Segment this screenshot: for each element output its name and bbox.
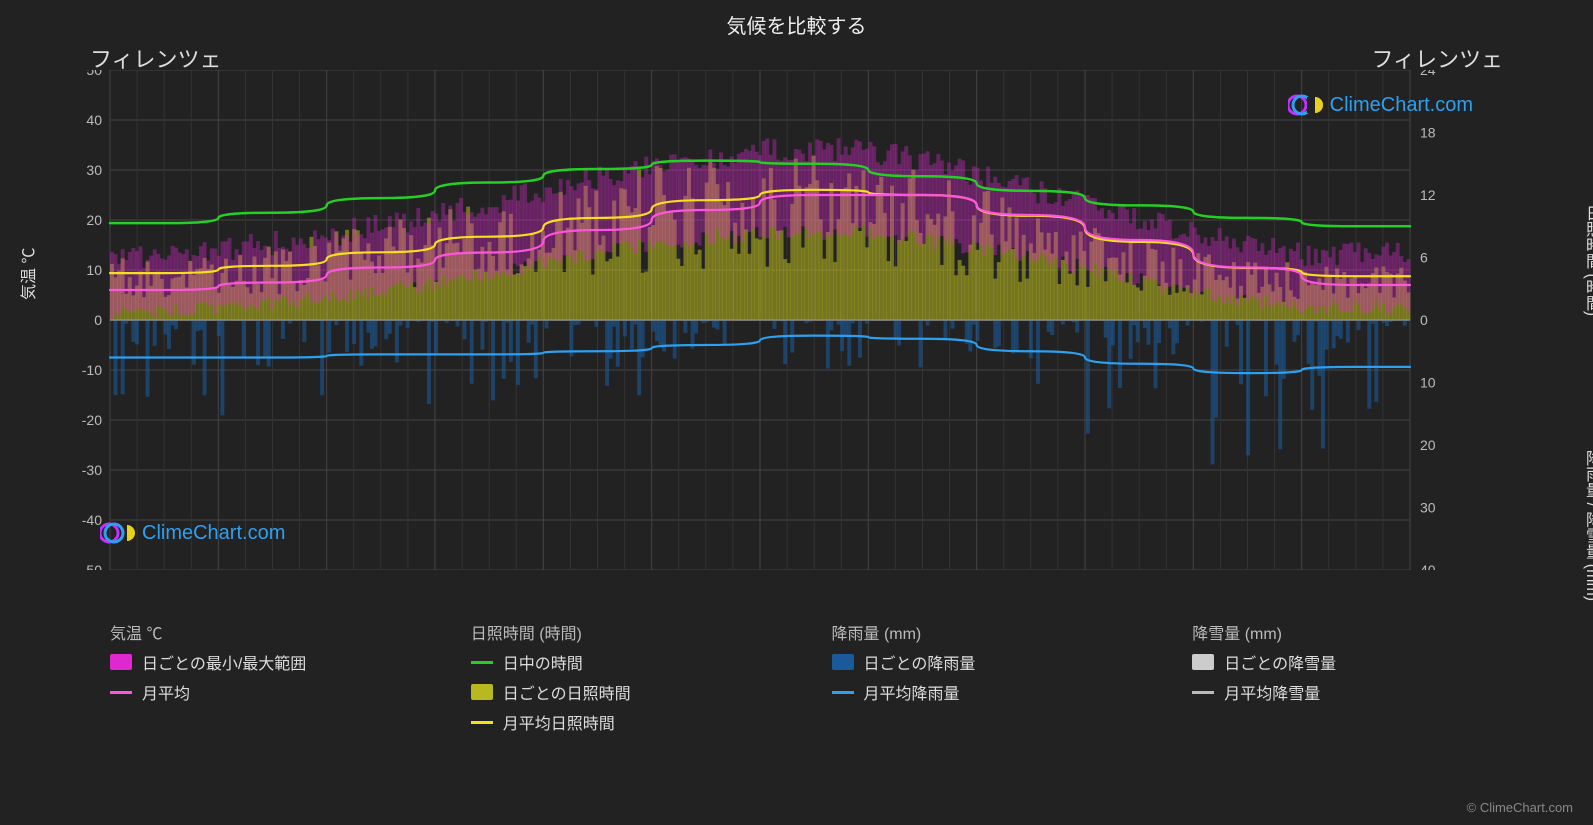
svg-text:-20: -20 xyxy=(82,412,102,428)
legend-label: 月平均日照時間 xyxy=(503,710,615,734)
svg-text:24: 24 xyxy=(1420,70,1436,78)
legend: 気温 ℃ 日ごとの最小/最大範囲月平均 日照時間 (時間) 日中の時間日ごとの日照時間… xyxy=(110,620,1513,740)
brand-watermark-bottom: ClimeChart.com xyxy=(100,520,285,546)
legend-label: 日ごとの降雪量 xyxy=(1224,650,1336,674)
legend-item: 日中の時間 xyxy=(471,650,792,674)
svg-text:10: 10 xyxy=(86,262,102,278)
legend-swatch xyxy=(471,684,493,700)
legend-line xyxy=(471,661,493,664)
svg-text:20: 20 xyxy=(86,212,102,228)
legend-item: 日ごとの降雪量 xyxy=(1192,650,1513,674)
climechart-logo-icon xyxy=(1288,92,1324,118)
legend-swatch xyxy=(832,654,854,670)
legend-line xyxy=(110,691,132,694)
legend-item: 月平均降雪量 xyxy=(1192,680,1513,704)
legend-label: 月平均降雨量 xyxy=(864,680,960,704)
legend-item: 月平均降雨量 xyxy=(832,680,1153,704)
y-axis-left-label: 気温 ℃ xyxy=(15,248,39,300)
legend-item: 日ごとの降雨量 xyxy=(832,650,1153,674)
legend-label: 日ごとの日照時間 xyxy=(503,680,631,704)
svg-text:-30: -30 xyxy=(82,462,102,478)
svg-text:30: 30 xyxy=(1420,500,1436,516)
svg-text:12: 12 xyxy=(1420,187,1436,203)
legend-label: 月平均降雪量 xyxy=(1224,680,1320,704)
chart: -50-40-30-20-100102030405006121824102030… xyxy=(70,70,1450,570)
svg-text:-50: -50 xyxy=(82,562,102,570)
legend-column-title: 降雨量 (mm) xyxy=(832,620,1153,644)
legend-line xyxy=(832,691,854,694)
legend-item: 日ごとの日照時間 xyxy=(471,680,792,704)
legend-column: 日照時間 (時間) 日中の時間日ごとの日照時間月平均日照時間 xyxy=(471,620,792,740)
legend-column: 降雨量 (mm) 日ごとの降雨量月平均降雨量 xyxy=(832,620,1153,740)
legend-label: 日ごとの最小/最大範囲 xyxy=(142,650,306,674)
page: 気候を比較する フィレンツェ フィレンツェ 気温 ℃ 日照時間 (時間) 降雨量… xyxy=(0,0,1593,825)
legend-item: 月平均日照時間 xyxy=(471,710,792,734)
legend-label: 日中の時間 xyxy=(503,650,583,674)
legend-label: 月平均 xyxy=(142,680,190,704)
legend-column-title: 日照時間 (時間) xyxy=(471,620,792,644)
footer-copyright: © ClimeChart.com xyxy=(1467,800,1573,815)
svg-text:40: 40 xyxy=(86,112,102,128)
legend-line xyxy=(471,721,493,724)
legend-item: 月平均 xyxy=(110,680,431,704)
svg-text:0: 0 xyxy=(1420,312,1428,328)
svg-text:0: 0 xyxy=(94,312,102,328)
svg-text:-10: -10 xyxy=(82,362,102,378)
legend-item: 日ごとの最小/最大範囲 xyxy=(110,650,431,674)
brand-text: ClimeChart.com xyxy=(142,522,285,545)
legend-column-title: 気温 ℃ xyxy=(110,620,431,644)
legend-swatch xyxy=(1192,654,1214,670)
legend-column: 気温 ℃ 日ごとの最小/最大範囲月平均 xyxy=(110,620,431,740)
svg-text:40: 40 xyxy=(1420,562,1436,570)
svg-text:18: 18 xyxy=(1420,125,1436,141)
svg-text:30: 30 xyxy=(86,162,102,178)
brand-text: ClimeChart.com xyxy=(1330,94,1473,117)
legend-column-title: 降雪量 (mm) xyxy=(1192,620,1513,644)
svg-text:50: 50 xyxy=(86,70,102,78)
legend-column: 降雪量 (mm) 日ごとの降雪量月平均降雪量 xyxy=(1192,620,1513,740)
svg-text:10: 10 xyxy=(1420,375,1436,391)
page-title: 気候を比較する xyxy=(0,10,1593,39)
legend-swatch xyxy=(110,654,132,670)
y-axis-right-top-label: 日照時間 (時間) xyxy=(1579,205,1593,316)
legend-line xyxy=(1192,691,1214,694)
svg-text:20: 20 xyxy=(1420,437,1436,453)
legend-label: 日ごとの降雨量 xyxy=(864,650,976,674)
chart-svg: -50-40-30-20-100102030405006121824102030… xyxy=(70,70,1450,570)
brand-watermark-top: ClimeChart.com xyxy=(1288,92,1473,118)
svg-text:6: 6 xyxy=(1420,250,1428,266)
climechart-logo-icon xyxy=(100,520,136,546)
y-axis-right-bot-label: 降雨量 / 降雪量 (mm) xyxy=(1579,450,1593,601)
